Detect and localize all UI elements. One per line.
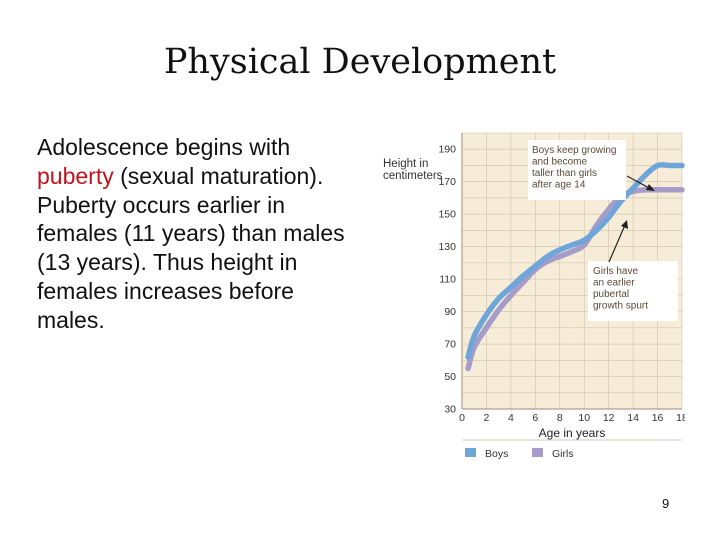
page-number: 9 bbox=[662, 496, 670, 511]
annotation-girls-pointer bbox=[608, 224, 626, 263]
y-tick-label: 150 bbox=[438, 209, 456, 221]
legend-swatch-girls bbox=[532, 448, 543, 457]
x-tick-label: 8 bbox=[557, 412, 563, 424]
annotation-line: and become bbox=[532, 157, 587, 168]
x-tick-label: 4 bbox=[508, 412, 514, 424]
y-tick-label: 130 bbox=[438, 241, 456, 253]
annotation-line: growth spurt bbox=[593, 301, 648, 312]
x-tick-labels: 0 2 4 6 8 10 12 14 16 18 bbox=[459, 412, 685, 424]
body-text-intro: Adolescence begins with bbox=[37, 134, 291, 160]
x-axis-label: Age in years bbox=[539, 426, 606, 440]
x-tick-label: 2 bbox=[484, 412, 490, 424]
x-tick-label: 14 bbox=[627, 412, 639, 424]
body-paragraph: Adolescence begins with puberty (sexual … bbox=[37, 133, 367, 335]
height-growth-chart: 30 50 70 90 110 130 150 170 190 0 2 4 6 8 10 12 14 16 18 … bbox=[365, 128, 685, 468]
y-tick-label: 50 bbox=[444, 371, 456, 383]
body-text-rest: (sexual maturation). Puberty occurs earl… bbox=[37, 162, 345, 333]
puberty-highlight: puberty bbox=[37, 162, 114, 189]
series-lines bbox=[465, 162, 685, 372]
y-tick-label: 70 bbox=[444, 339, 456, 351]
annotation-line: pubertal bbox=[593, 289, 629, 300]
legend-label-boys: Boys bbox=[485, 448, 508, 460]
annotation-boys-arrowhead bbox=[646, 184, 655, 191]
y-axis-label: Height in bbox=[383, 158, 428, 170]
series-line-boys bbox=[465, 162, 685, 360]
x-tick-label: 12 bbox=[603, 412, 615, 424]
y-tick-label: 190 bbox=[438, 144, 456, 156]
legend-label-girls: Girls bbox=[552, 448, 574, 460]
x-tick-label: 0 bbox=[459, 412, 465, 424]
y-tick-labels: 30 50 70 90 110 130 150 170 190 bbox=[438, 144, 456, 416]
annotation-line: after age 14 bbox=[532, 180, 586, 191]
series-line-girls bbox=[465, 186, 685, 372]
x-tick-label: 16 bbox=[652, 412, 664, 424]
annotation-line: Girls have bbox=[593, 266, 638, 277]
y-tick-label: 30 bbox=[444, 404, 456, 416]
chart-legend: Boys Girls bbox=[462, 439, 682, 460]
x-tick-label: 18 bbox=[676, 412, 685, 424]
annotation-line: Boys keep growing bbox=[532, 145, 617, 156]
y-tick-label: 110 bbox=[439, 274, 456, 286]
y-tick-label: 170 bbox=[438, 176, 456, 188]
x-tick-label: 10 bbox=[578, 412, 590, 424]
legend-swatch-boys bbox=[465, 448, 476, 457]
x-tick-label: 6 bbox=[532, 412, 538, 424]
annotation-boys-pointer bbox=[626, 175, 652, 190]
slide-title: Physical Development bbox=[163, 42, 557, 82]
annotation-girls-arrowhead bbox=[621, 220, 628, 229]
annotation-boys-box bbox=[528, 140, 626, 200]
annotation-line: an earlier bbox=[593, 278, 635, 289]
annotation-girls-box bbox=[588, 261, 678, 321]
annotation-line: taller than girls bbox=[532, 168, 597, 179]
y-axis-label: centimeters bbox=[383, 170, 443, 182]
y-tick-label: 90 bbox=[444, 306, 456, 318]
